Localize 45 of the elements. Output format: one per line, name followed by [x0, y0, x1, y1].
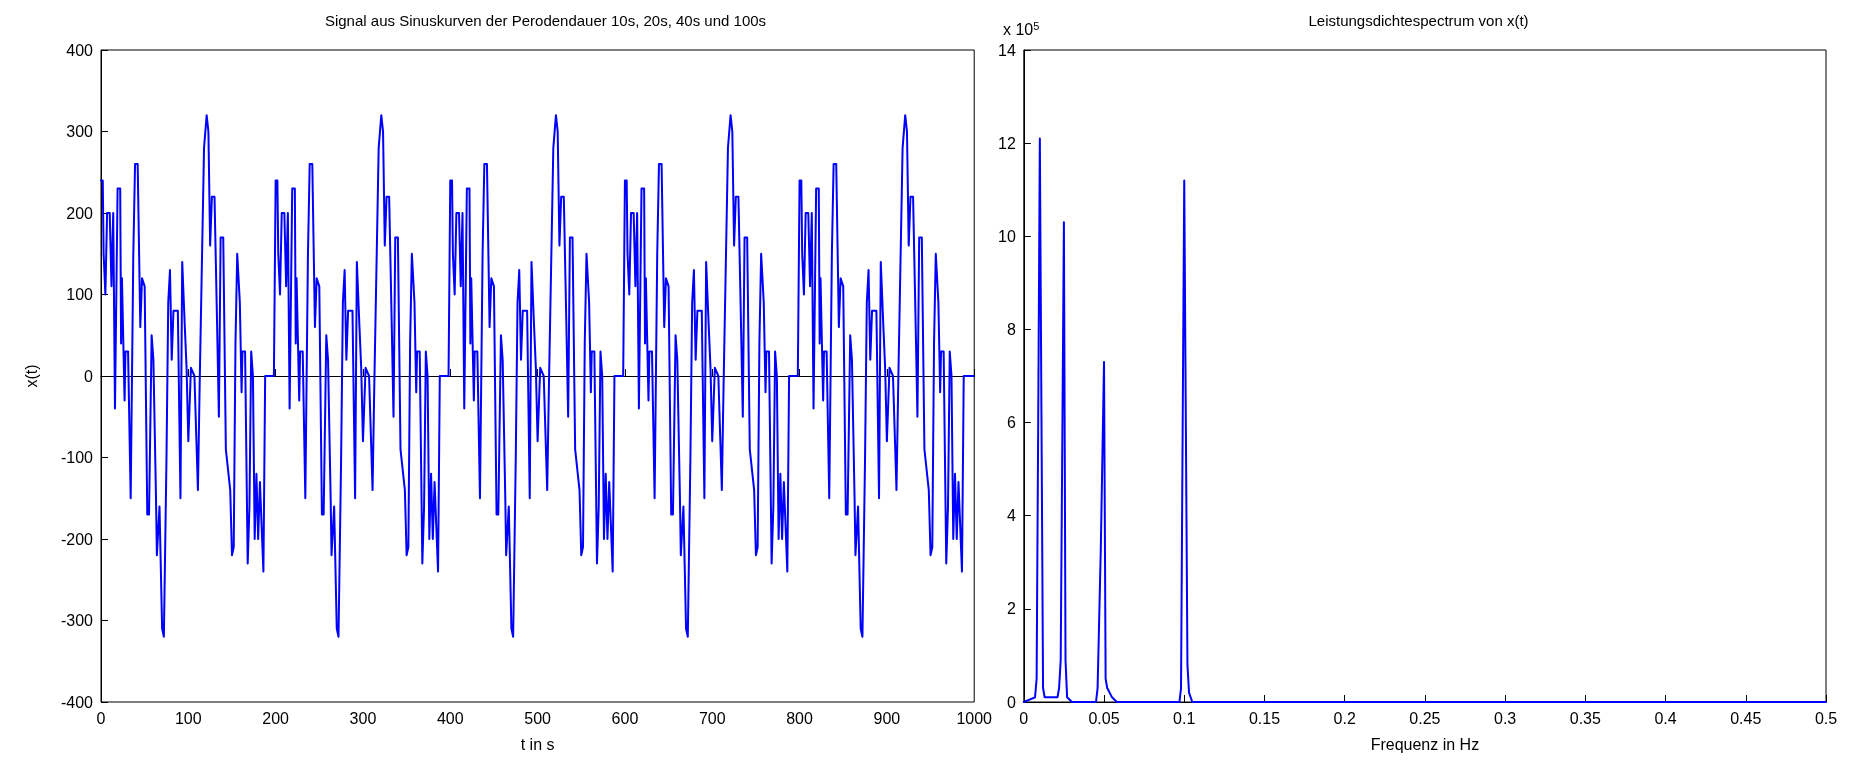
y-tick-label: 12	[998, 134, 1016, 152]
x-tick-label: 700	[698, 709, 726, 727]
y-tick-label: -400	[60, 693, 94, 711]
x-axis-title: t in s	[520, 735, 555, 753]
x-tick-label: 0.45	[1730, 709, 1762, 727]
y-tick-label: 300	[66, 123, 94, 140]
y-tick-label: 100	[66, 286, 94, 303]
x-tick-label: 300	[349, 709, 377, 727]
x-tick-label: 0.4	[1654, 709, 1677, 727]
y-tick-label: -200	[60, 530, 94, 548]
line-series	[100, 114, 976, 638]
y-tick-label: 4	[1006, 507, 1016, 525]
x-tick-label: 0.5	[1814, 709, 1838, 727]
x-tick-label: 0.3	[1493, 709, 1517, 727]
x-tick-label: 600	[611, 709, 639, 727]
y-tick-label: -100	[60, 449, 94, 466]
y-tick-label: 8	[1006, 320, 1016, 338]
y-tick-label: 400	[66, 41, 94, 59]
y-tick-label: 6	[1006, 414, 1016, 432]
x-tick-label: 0.2	[1333, 709, 1356, 727]
x-tick-label: 500	[524, 709, 552, 727]
y-axis-title: x(t)	[22, 364, 40, 388]
x-tick-label: 0.15	[1248, 709, 1281, 727]
y-tick-label: 10	[998, 227, 1016, 245]
x-tick-label: 0	[1019, 709, 1029, 727]
y-tick-label: -300	[60, 612, 94, 629]
x-tick-label: 1000	[956, 709, 993, 727]
x-tick-label: 0.35	[1569, 709, 1602, 727]
x-tick-label: 0.05	[1088, 709, 1120, 727]
x-tick-label: 200	[262, 709, 290, 727]
chart-title: Leistungsdichtespectrum von x(t)	[1308, 12, 1529, 29]
y-tick-label: 2	[1006, 600, 1016, 618]
x-tick-label: 900	[873, 709, 901, 727]
x-tick-label: 0	[96, 709, 106, 727]
x-tick-label: 100	[174, 709, 202, 727]
x-tick-label: 0.25	[1409, 709, 1441, 727]
x-axis-title: Frequenz in Hz	[1370, 735, 1480, 753]
y-tick-label: 200	[66, 204, 94, 222]
y-tick-label: 0	[84, 367, 94, 385]
chart-title: Signal aus Sinuskurven der Perodendauer 10s, 20s, 40s und 100s	[324, 12, 767, 29]
y-tick-label: 0	[1006, 693, 1016, 711]
y-tick-label: 14	[998, 41, 1016, 59]
x-tick-label: 800	[786, 709, 814, 727]
x-tick-label: 400	[436, 709, 464, 727]
x-tick-label: 0.1	[1173, 709, 1196, 727]
